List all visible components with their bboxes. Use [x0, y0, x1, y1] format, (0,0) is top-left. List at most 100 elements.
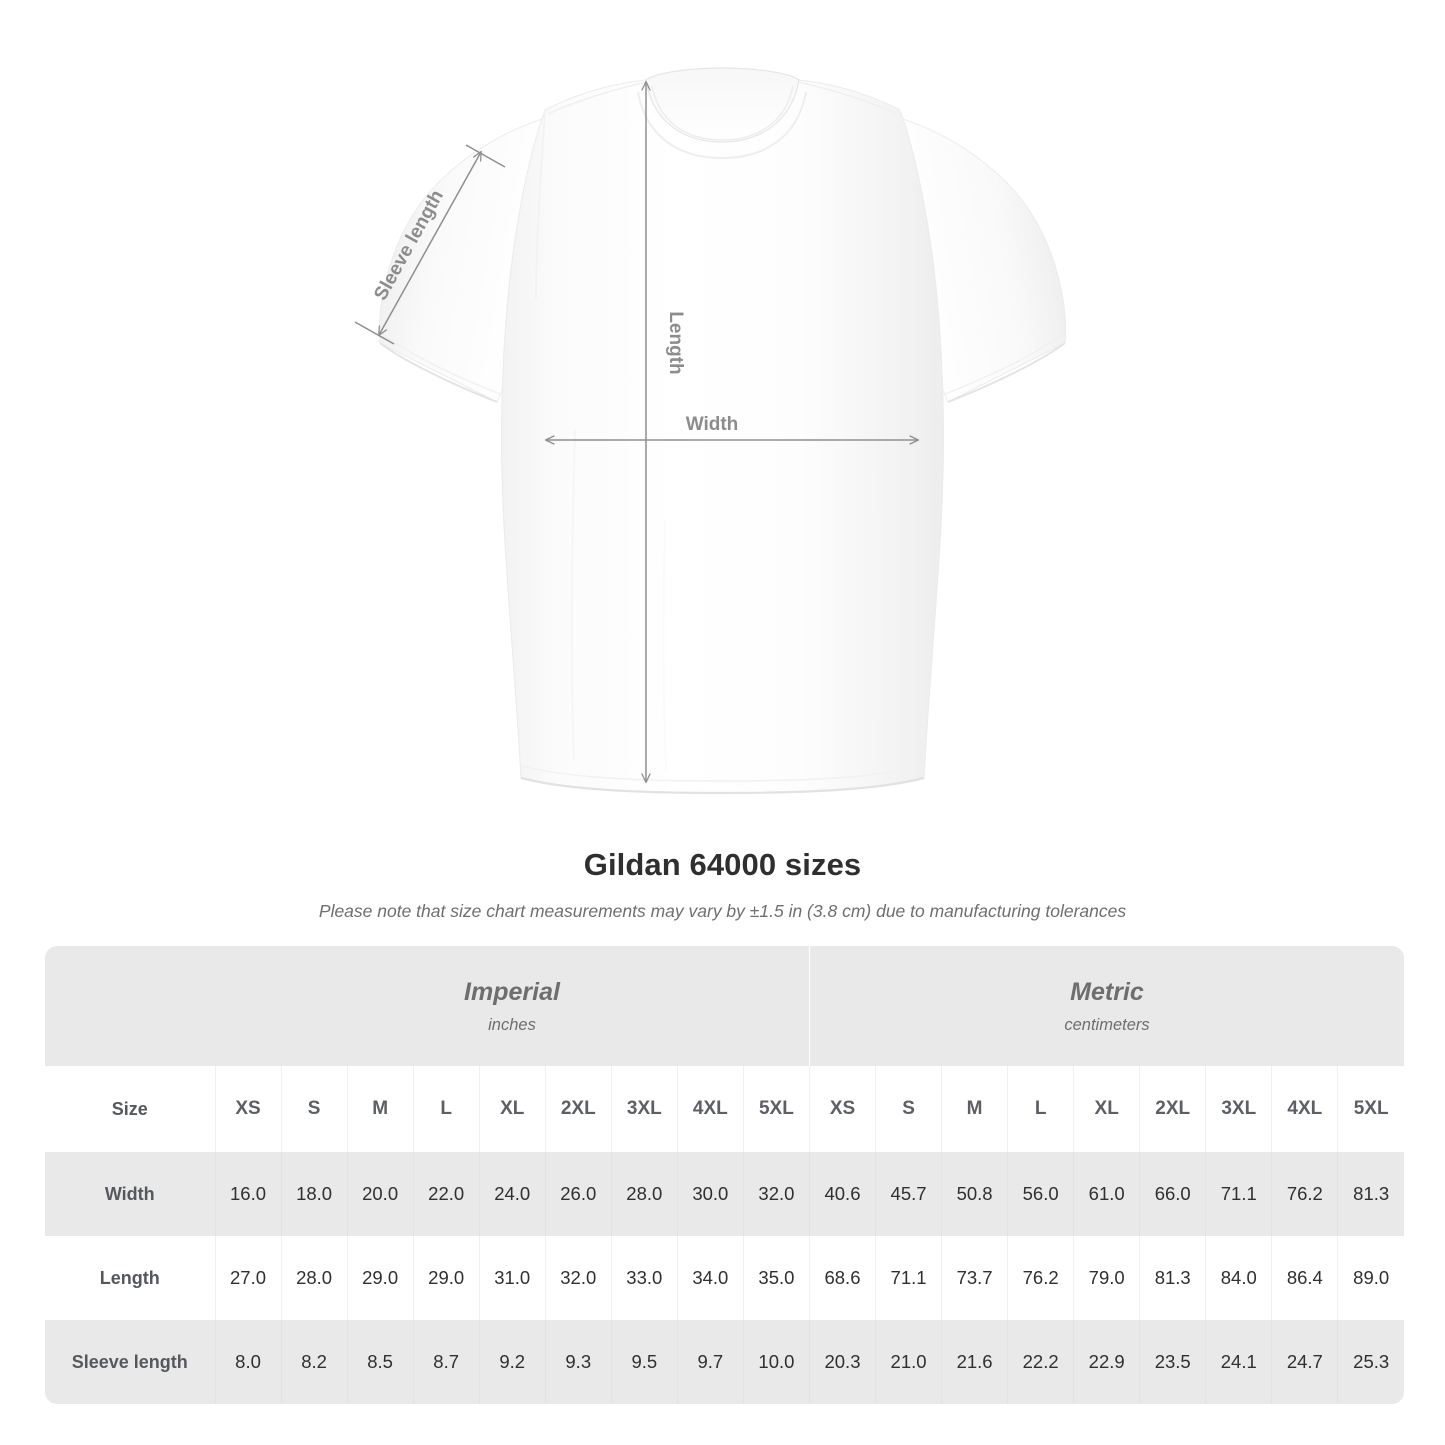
cell-sleeve-length-metric-m: 21.6 — [941, 1320, 1008, 1404]
width-label: Width — [686, 414, 739, 435]
size-header-imperial-5xl: 5XL — [742, 1066, 810, 1152]
size-header-imperial-2xl: 2XL — [544, 1066, 612, 1152]
length-label: Length — [665, 311, 686, 374]
size-header-metric-4xl: 4XL — [1271, 1066, 1338, 1152]
fabric-fold — [662, 519, 667, 773]
cell-sleeve-length-metric-xl: 22.9 — [1073, 1320, 1140, 1404]
size-header-imperial-xs: XS — [214, 1066, 282, 1152]
cell-sleeve-length-imperial-l: 8.7 — [412, 1320, 480, 1404]
size-header-metric-2xl: 2XL — [1139, 1066, 1206, 1152]
fabric-fold — [874, 429, 880, 761]
cell-length-metric-xs: 68.6 — [808, 1236, 876, 1320]
group-header-spacer — [45, 946, 215, 1066]
size-header-metric-5xl: 5XL — [1337, 1066, 1404, 1152]
unit-group-header-row: Imperial inches Metric centimeters — [45, 946, 1404, 1066]
cell-width-imperial-m: 20.0 — [346, 1152, 414, 1236]
cell-sleeve-length-imperial-5xl: 10.0 — [742, 1320, 810, 1404]
cell-width-imperial-xs: 16.0 — [214, 1152, 282, 1236]
cell-width-metric-2xl: 66.0 — [1139, 1152, 1206, 1236]
size-header-imperial-4xl: 4XL — [676, 1066, 744, 1152]
sleeve-length-tick-bottom — [354, 321, 395, 345]
cell-sleeve-length-metric-3xl: 24.1 — [1205, 1320, 1272, 1404]
cell-length-imperial-xl: 31.0 — [478, 1236, 546, 1320]
size-column-header: Size — [45, 1066, 215, 1152]
left-armhole-seam — [535, 109, 546, 301]
cell-sleeve-length-metric-5xl: 25.3 — [1337, 1320, 1404, 1404]
cell-sleeve-length-imperial-m: 8.5 — [346, 1320, 414, 1404]
cell-width-metric-xs: 40.6 — [808, 1152, 876, 1236]
cell-width-metric-xl: 61.0 — [1073, 1152, 1140, 1236]
cell-sleeve-length-metric-xs: 20.3 — [808, 1320, 876, 1404]
cell-length-metric-3xl: 84.0 — [1205, 1236, 1272, 1320]
size-header-metric-s: S — [875, 1066, 942, 1152]
cell-sleeve-length-imperial-2xl: 9.3 — [544, 1320, 612, 1404]
cell-length-metric-s: 71.1 — [875, 1236, 942, 1320]
cell-width-imperial-5xl: 32.0 — [742, 1152, 810, 1236]
unit-group-header-metric: Metric centimeters — [808, 946, 1404, 1066]
cell-sleeve-length-metric-2xl: 23.5 — [1139, 1320, 1206, 1404]
collar-band — [645, 67, 800, 143]
left-shoulder-seam — [547, 81, 647, 115]
right-shoulder-seam — [798, 81, 898, 115]
size-header-metric-xl: XL — [1073, 1066, 1140, 1152]
cell-length-metric-l: 76.2 — [1007, 1236, 1074, 1320]
unit-group-name: Imperial — [464, 977, 560, 1006]
cell-width-metric-4xl: 76.2 — [1271, 1152, 1338, 1236]
cell-length-metric-xl: 79.0 — [1073, 1236, 1140, 1320]
cell-width-imperial-4xl: 30.0 — [676, 1152, 744, 1236]
left-sleeve-hem-stitch — [382, 333, 501, 395]
size-header-imperial-xl: XL — [478, 1066, 546, 1152]
table-row: Width 16.0 18.0 20.0 22.0 24.0 26.0 28.0 30.0 32.… — [45, 1152, 1404, 1236]
cell-sleeve-length-metric-l: 22.2 — [1007, 1320, 1074, 1404]
cell-length-imperial-5xl: 35.0 — [742, 1236, 810, 1320]
cell-length-imperial-3xl: 33.0 — [610, 1236, 678, 1320]
cell-width-imperial-3xl: 28.0 — [610, 1152, 678, 1236]
measurement-label-width: Width — [45, 1152, 215, 1236]
page-title: Gildan 64000 sizes — [583, 847, 862, 882]
table-row: Length 27.0 28.0 29.0 29.0 31.0 32.0 33.0 34.0 35… — [45, 1236, 1404, 1320]
chart-header: Gildan 64000 sizes Please note that size… — [0, 845, 1445, 923]
cell-sleeve-length-imperial-3xl: 9.5 — [610, 1320, 678, 1404]
size-header-metric-l: L — [1007, 1066, 1074, 1152]
cell-width-imperial-l: 22.0 — [412, 1152, 480, 1236]
cell-sleeve-length-metric-4xl: 24.7 — [1271, 1320, 1338, 1404]
cell-sleeve-length-imperial-xl: 9.2 — [478, 1320, 546, 1404]
cell-length-metric-4xl: 86.4 — [1271, 1236, 1338, 1320]
cell-length-imperial-xs: 27.0 — [214, 1236, 282, 1320]
cell-length-imperial-s: 28.0 — [280, 1236, 348, 1320]
size-header-imperial-l: L — [412, 1066, 480, 1152]
fabric-fold — [570, 429, 576, 761]
right-sleeve-hem — [947, 342, 1066, 403]
cell-width-imperial-xl: 24.0 — [478, 1152, 546, 1236]
cell-width-metric-s: 45.7 — [875, 1152, 942, 1236]
size-header-imperial-3xl: 3XL — [610, 1066, 678, 1152]
size-table-container: Imperial inches Metric centimeters Size XS S M L… — [45, 946, 1404, 1404]
measurement-label-length: Length — [45, 1236, 215, 1320]
sleeve-length-tick-top — [465, 144, 506, 168]
cell-length-imperial-2xl: 32.0 — [544, 1236, 612, 1320]
sleeve-length-arrow — [378, 150, 482, 337]
size-header-imperial-s: S — [280, 1066, 348, 1152]
measurement-label-sleeve-length: Sleeve length — [45, 1320, 215, 1404]
neckline-inner — [651, 85, 794, 141]
neckline-seam — [637, 91, 807, 160]
unit-group-name: Metric — [1070, 977, 1144, 1006]
tolerance-note: Please note that size chart measurements… — [318, 901, 1127, 921]
size-header-metric-3xl: 3XL — [1205, 1066, 1272, 1152]
t-shirt-diagram: Sleeve length Length Width — [354, 67, 1067, 795]
cell-width-metric-l: 56.0 — [1007, 1152, 1074, 1236]
bottom-hem — [520, 776, 925, 795]
unit-group-unit: inches — [488, 1015, 536, 1034]
right-sleeve-hem-stitch — [944, 333, 1063, 395]
table-row: Sleeve length 8.0 8.2 8.5 8.7 9.2 9.3 9.5 9.7 10.… — [45, 1320, 1404, 1404]
width-measurement: Width — [544, 414, 920, 445]
unit-group-unit: centimeters — [1064, 1015, 1150, 1034]
cell-sleeve-length-metric-s: 21.0 — [875, 1320, 942, 1404]
length-measurement: Length — [641, 80, 686, 784]
cell-length-metric-m: 73.7 — [941, 1236, 1008, 1320]
cell-length-imperial-l: 29.0 — [412, 1236, 480, 1320]
cell-length-imperial-4xl: 34.0 — [676, 1236, 744, 1320]
cell-width-imperial-2xl: 26.0 — [544, 1152, 612, 1236]
size-header-metric-xs: XS — [808, 1066, 876, 1152]
